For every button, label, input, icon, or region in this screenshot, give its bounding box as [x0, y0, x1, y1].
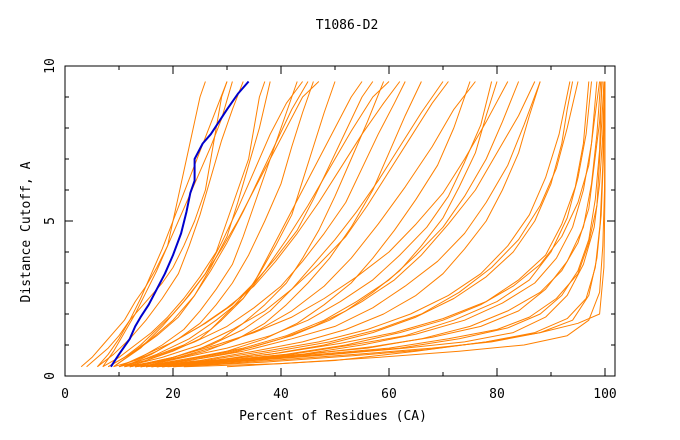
series-line-24: [113, 81, 304, 368]
y-tick-label: 0: [43, 372, 58, 380]
x-tick-label: 20: [165, 387, 181, 402]
series-line-2: [86, 81, 228, 368]
x-axis-label: Percent of Residues (CA): [239, 409, 427, 424]
series-line-34: [107, 81, 320, 368]
series-line-39: [113, 81, 309, 368]
series-line-4: [102, 81, 266, 368]
series-line-17: [156, 81, 603, 368]
series-line-23: [102, 81, 206, 367]
plot-frame: [64, 65, 616, 377]
series-line-44: [172, 81, 605, 368]
series-layer: [80, 81, 606, 368]
y-tick-label: 5: [43, 217, 58, 225]
series-line-11: [129, 81, 444, 368]
series-line-26: [135, 81, 476, 368]
highlight-layer: [110, 80, 250, 368]
x-tick-label: 80: [489, 387, 505, 402]
series-line-22: [226, 81, 606, 368]
ticks-layer: [64, 65, 615, 377]
series-line-18: [162, 81, 605, 368]
tick-labels-layer: 0 20 40 60 80 100 0 5 10: [43, 58, 617, 402]
series-line-36: [129, 81, 509, 368]
series-line-37: [145, 81, 571, 368]
series-line-1: [80, 81, 233, 368]
series-line-8: [118, 81, 363, 368]
series-line-12: [135, 81, 471, 368]
y-tick-label: 10: [43, 58, 58, 74]
highlight-series-line: [110, 80, 250, 368]
series-line-25: [124, 81, 390, 368]
x-tick-label: 0: [61, 387, 69, 402]
y-axis-label: Distance Cutoff, A: [19, 161, 34, 302]
series-line-20: [172, 81, 606, 368]
series-line-47: [156, 81, 598, 368]
series-line-38: [97, 81, 228, 368]
series-line-28: [151, 81, 579, 368]
series-line-40: [124, 81, 449, 368]
series-line-29: [156, 81, 592, 368]
series-line-31: [129, 81, 406, 368]
series-line-19: [167, 81, 605, 368]
chart-title: T1086-D2: [316, 18, 379, 33]
series-line-30: [118, 81, 298, 368]
series-line-6: [113, 81, 314, 368]
series-line-46: [140, 81, 520, 368]
series-line-45: [124, 81, 374, 368]
series-line-14: [140, 81, 541, 368]
series-line-10: [129, 81, 422, 368]
series-line-41: [135, 81, 541, 368]
x-tick-label: 60: [381, 387, 397, 402]
x-tick-label: 40: [273, 387, 289, 402]
series-line-33: [162, 81, 602, 368]
x-tick-label: 100: [593, 387, 616, 402]
series-line-42: [151, 81, 590, 368]
series-line-43: [162, 81, 603, 368]
series-line-32: [140, 81, 493, 368]
series-line-27: [145, 81, 536, 368]
